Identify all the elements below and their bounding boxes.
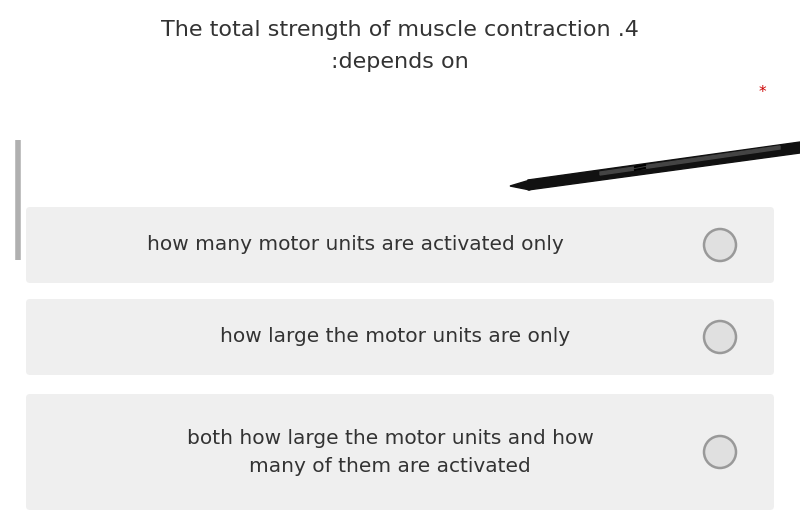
Text: The total strength of muscle contraction .4: The total strength of muscle contraction… [161,20,639,40]
Text: both how large the motor units and how
many of them are activated: both how large the motor units and how m… [186,428,594,475]
FancyBboxPatch shape [26,207,774,283]
FancyBboxPatch shape [26,394,774,510]
Polygon shape [528,142,800,190]
Text: :depends on: :depends on [331,52,469,72]
Text: how many motor units are activated only: how many motor units are activated only [146,235,563,254]
Text: how large the motor units are only: how large the motor units are only [220,328,570,347]
Text: *: * [758,85,766,100]
Circle shape [704,321,736,353]
Circle shape [704,229,736,261]
Circle shape [704,436,736,468]
Polygon shape [600,146,780,175]
FancyBboxPatch shape [26,299,774,375]
Polygon shape [510,180,530,190]
